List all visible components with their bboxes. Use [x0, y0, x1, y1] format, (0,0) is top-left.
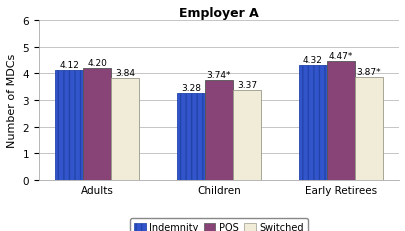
- Text: 3.28: 3.28: [181, 83, 200, 92]
- Text: 4.20: 4.20: [87, 59, 107, 68]
- Legend: Indemnity, POS, Switched: Indemnity, POS, Switched: [130, 218, 307, 231]
- Bar: [83, 69, 111, 180]
- Text: 4.32: 4.32: [302, 56, 322, 64]
- Text: 3.74*: 3.74*: [206, 71, 230, 80]
- Bar: [177, 93, 205, 180]
- Bar: [298, 66, 326, 180]
- Text: 3.84: 3.84: [115, 68, 135, 77]
- Bar: [326, 62, 354, 180]
- Title: Employer A: Employer A: [179, 7, 258, 20]
- Text: 4.47*: 4.47*: [328, 52, 352, 61]
- Y-axis label: Number of MDCs: Number of MDCs: [7, 54, 17, 148]
- Bar: [111, 78, 139, 180]
- Bar: [55, 71, 83, 180]
- Bar: [205, 81, 232, 180]
- Bar: [232, 91, 260, 180]
- Bar: [354, 78, 382, 180]
- Text: 3.87*: 3.87*: [356, 67, 380, 76]
- Text: 4.12: 4.12: [59, 61, 79, 70]
- Text: 3.37: 3.37: [236, 81, 256, 90]
